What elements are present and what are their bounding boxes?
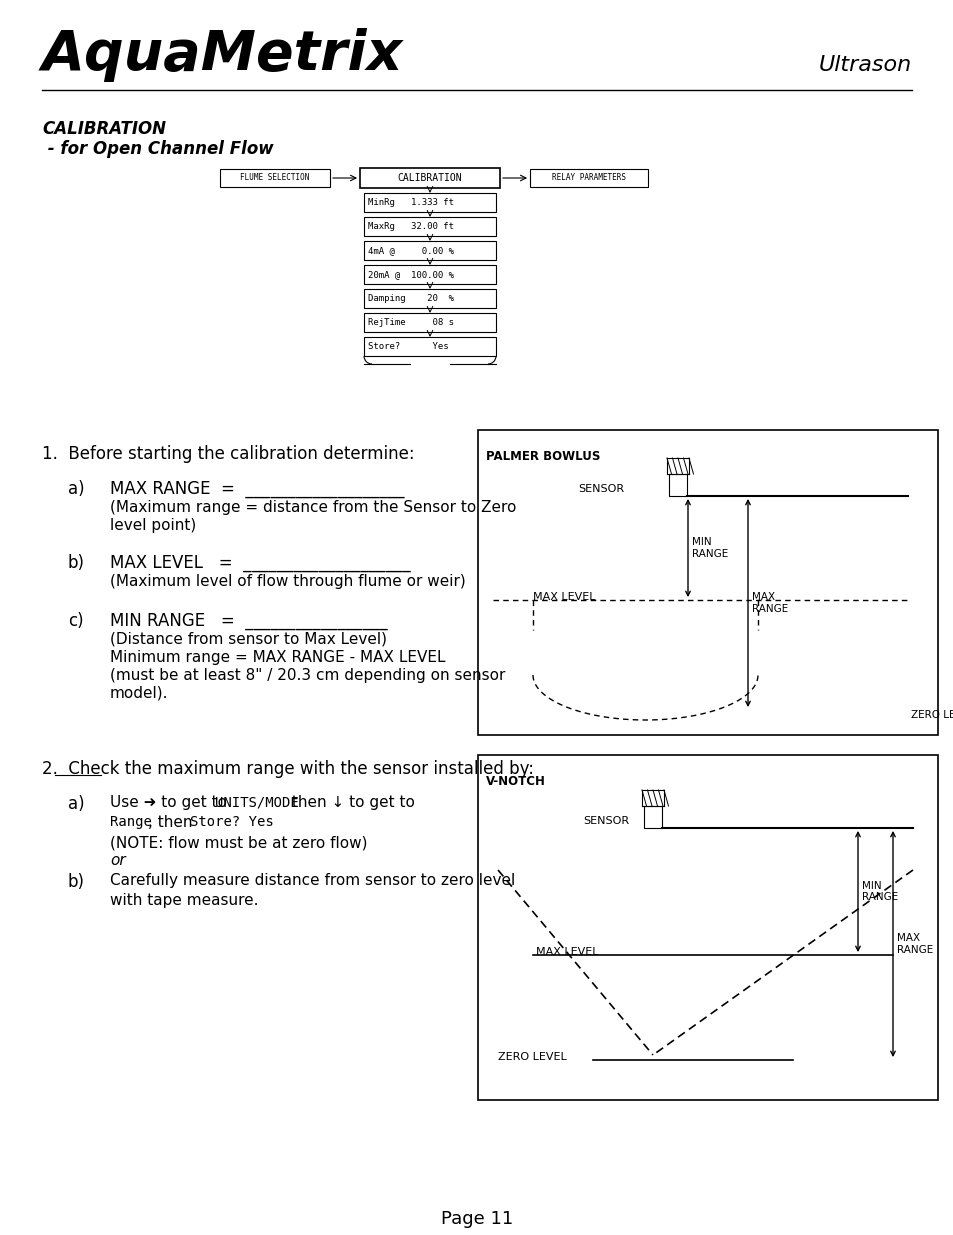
Text: 4mA @     0.00 %: 4mA @ 0.00 % [368,246,454,254]
Text: CALIBRATION: CALIBRATION [42,120,166,138]
Text: a): a) [68,795,85,813]
Text: Minimum range = MAX RANGE - MAX LEVEL: Minimum range = MAX RANGE - MAX LEVEL [110,650,445,664]
Bar [364,266,496,284]
Text: RejTime     08 s: RejTime 08 s [368,317,454,327]
Text: a): a) [68,480,85,498]
Bar [364,337,496,356]
Text: SENSOR: SENSOR [582,816,628,826]
Bar [220,169,330,186]
Text: Store? Yes: Store? Yes [190,815,274,829]
Text: MaxRg   32.00 ft: MaxRg 32.00 ft [368,222,454,231]
Text: MAX
RANGE: MAX RANGE [751,593,787,614]
Bar [364,241,496,261]
Bar [530,169,647,186]
Text: MIN
RANGE: MIN RANGE [691,537,727,558]
Text: RELAY PARAMETERS: RELAY PARAMETERS [552,173,625,183]
Text: Damping    20  %: Damping 20 % [368,294,454,303]
Text: (must be at least 8" / 20.3 cm depending on sensor: (must be at least 8" / 20.3 cm depending… [110,668,505,683]
Text: ZERO LEVEL: ZERO LEVEL [910,710,953,720]
Text: MAX LEVEL: MAX LEVEL [533,592,595,601]
Text: - for Open Channel Flow: - for Open Channel Flow [42,140,274,158]
Text: Range: Range [110,815,152,829]
Text: CALIBRATION: CALIBRATION [397,173,462,183]
Text: FLUME SELECTION: FLUME SELECTION [240,173,310,183]
Text: Carefully measure distance from sensor to zero level: Carefully measure distance from sensor t… [110,873,515,888]
Text: or: or [110,853,126,868]
Bar [364,193,496,212]
Text: AquaMetrix: AquaMetrix [42,28,403,82]
Text: (NOTE: flow must be at zero flow): (NOTE: flow must be at zero flow) [110,835,367,850]
Text: SENSOR: SENSOR [578,484,623,494]
Bar [477,430,937,735]
Text: b): b) [68,555,85,572]
Bar [668,474,686,496]
Bar [364,312,496,332]
Text: MIN
RANGE: MIN RANGE [862,881,898,903]
Text: b): b) [68,873,85,890]
Text: Store?      Yes: Store? Yes [368,342,448,351]
Text: MAX LEVEL: MAX LEVEL [536,947,598,957]
Text: (Distance from sensor to Max Level): (Distance from sensor to Max Level) [110,632,387,647]
Text: 20mA @  100.00 %: 20mA @ 100.00 % [368,270,454,279]
Text: PALMER BOWLUS: PALMER BOWLUS [485,450,599,463]
Text: ZERO LEVEL: ZERO LEVEL [497,1052,566,1062]
Text: (Maximum level of flow through flume or weir): (Maximum level of flow through flume or … [110,574,465,589]
Text: model).: model). [110,685,169,701]
Text: c): c) [68,613,84,630]
Text: MIN RANGE   =  _________________: MIN RANGE = _________________ [110,613,387,630]
Text: MAX LEVEL   =  ____________________: MAX LEVEL = ____________________ [110,555,410,572]
Text: (Maximum range = distance from the Sensor to Zero: (Maximum range = distance from the Senso… [110,500,516,515]
Text: 2.  Check the maximum range with the sensor installed by:: 2. Check the maximum range with the sens… [42,760,534,778]
Bar [364,217,496,236]
Bar [364,289,496,308]
Text: Page 11: Page 11 [440,1210,513,1228]
Text: then ↓ to get to: then ↓ to get to [287,795,415,810]
Text: MAX
RANGE: MAX RANGE [896,934,932,955]
Text: 1.  Before starting the calibration determine:: 1. Before starting the calibration deter… [42,445,415,463]
Bar [477,755,937,1100]
Bar [643,806,661,827]
Bar [359,168,499,188]
Text: MAX RANGE  =  ___________________: MAX RANGE = ___________________ [110,480,404,498]
Text: level point): level point) [110,517,196,534]
Text: , then: , then [148,815,202,830]
Text: UNITS/MODE: UNITS/MODE [214,795,298,809]
Text: Ultrason: Ultrason [818,56,911,75]
Text: MinRg   1.333 ft: MinRg 1.333 ft [368,198,454,207]
Text: V-NOTCH: V-NOTCH [485,776,545,788]
Text: with tape measure.: with tape measure. [110,893,258,908]
Text: Use ➜ to get to: Use ➜ to get to [110,795,232,810]
